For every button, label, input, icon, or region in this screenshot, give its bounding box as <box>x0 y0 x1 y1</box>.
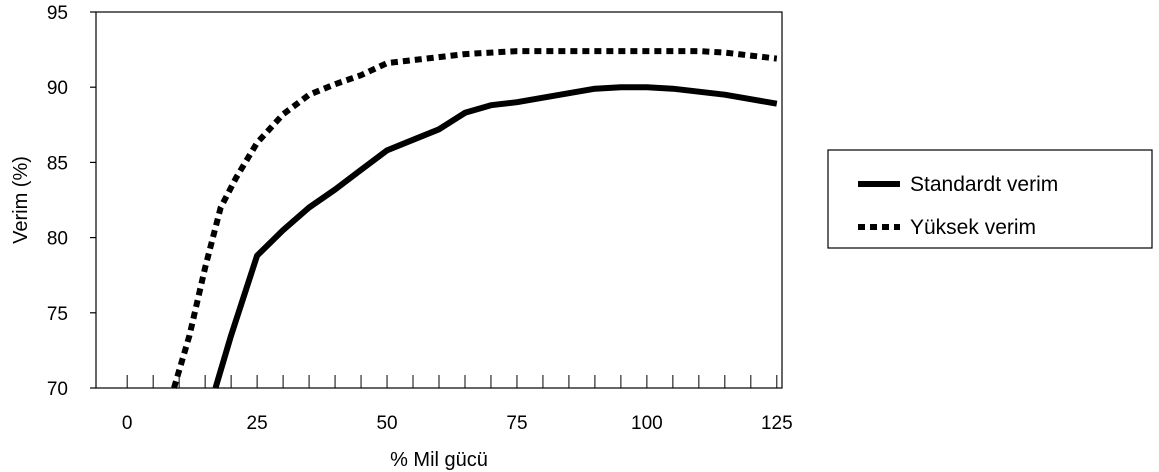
legend-box <box>827 149 1153 249</box>
plot-area <box>95 11 783 389</box>
legend-label-standardt-verim: Standardt verim <box>910 173 1058 196</box>
y-tick-label: 75 <box>47 304 68 325</box>
x-tick-label: 125 <box>761 413 793 434</box>
legend: Standardt verim Yüksek verim <box>827 149 1153 249</box>
y-tick-label: 90 <box>47 78 68 99</box>
y-tick-label: 80 <box>47 229 68 250</box>
y-axis-title: Verim (%) <box>10 156 32 244</box>
y-tick-label: 95 <box>47 3 68 24</box>
x-tick-label: 100 <box>631 413 663 434</box>
series-line-yuksek-verim <box>171 48 778 389</box>
x-axis-title: % Mil gücü <box>390 449 488 471</box>
x-tick-label: 25 <box>247 413 268 434</box>
x-tick-label: 50 <box>376 413 397 434</box>
y-tick-label: 70 <box>47 379 68 400</box>
y-axis-ticks: 70 75 80 85 90 95 <box>47 3 96 400</box>
y-tick-label: 85 <box>47 153 68 174</box>
x-axis-ticks: 0 25 50 75 100 125 <box>122 375 793 434</box>
legend-label-yuksek-verim: Yüksek verim <box>910 216 1036 239</box>
x-tick-label: 75 <box>506 413 527 434</box>
series-layer <box>171 48 778 389</box>
series-line-standardt-verim <box>212 84 778 389</box>
x-tick-label: 0 <box>122 413 133 434</box>
